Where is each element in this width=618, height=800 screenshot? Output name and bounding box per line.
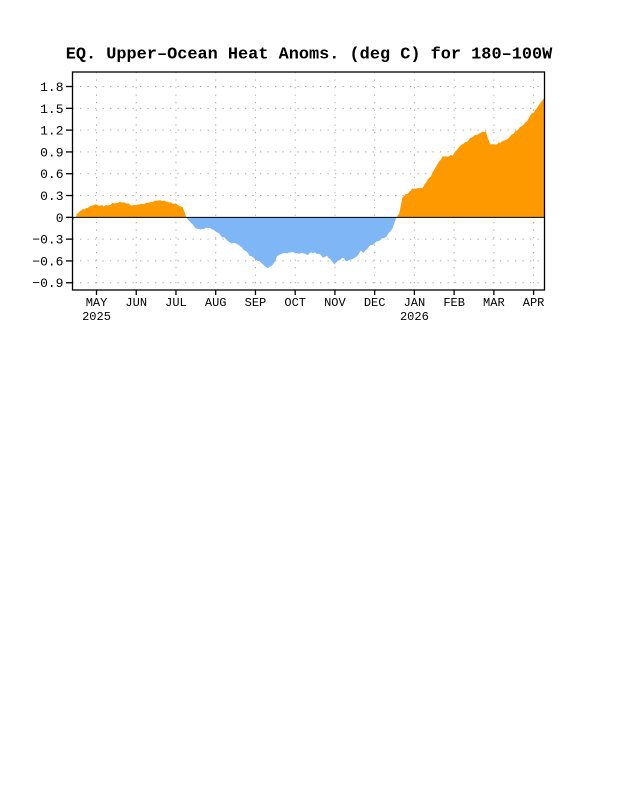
svg-text:−0.6: −0.6 — [32, 254, 63, 269]
svg-text:1.2: 1.2 — [40, 124, 63, 139]
svg-text:AUG: AUG — [205, 296, 227, 310]
svg-text:FEB: FEB — [443, 296, 465, 310]
svg-text:−0.9: −0.9 — [32, 276, 63, 291]
svg-text:NOV: NOV — [324, 296, 346, 310]
svg-text:0.3: 0.3 — [40, 189, 63, 204]
svg-text:SEP: SEP — [245, 296, 267, 310]
svg-text:EQ. Upper–Ocean Heat Anoms. (d: EQ. Upper–Ocean Heat Anoms. (deg C) for … — [66, 46, 553, 65]
svg-text:MAY: MAY — [86, 296, 108, 310]
svg-text:0.9: 0.9 — [40, 145, 63, 160]
svg-text:JUN: JUN — [125, 296, 147, 310]
svg-text:MAR: MAR — [483, 296, 505, 310]
svg-text:DEC: DEC — [364, 296, 386, 310]
svg-text:2026: 2026 — [400, 310, 429, 324]
svg-text:−0.3: −0.3 — [32, 233, 63, 248]
svg-text:0: 0 — [56, 211, 64, 226]
svg-text:OCT: OCT — [284, 296, 306, 310]
svg-text:1.5: 1.5 — [40, 102, 63, 117]
svg-text:1.8: 1.8 — [40, 80, 63, 95]
svg-text:APR: APR — [523, 296, 545, 310]
svg-text:JAN: JAN — [404, 296, 426, 310]
svg-text:JUL: JUL — [165, 296, 187, 310]
svg-text:2025: 2025 — [82, 310, 111, 324]
svg-text:0.6: 0.6 — [40, 167, 63, 182]
